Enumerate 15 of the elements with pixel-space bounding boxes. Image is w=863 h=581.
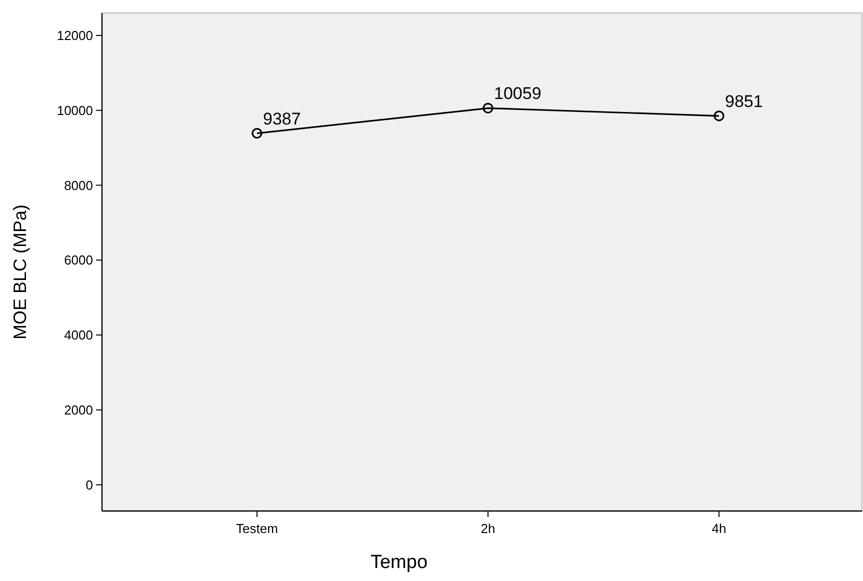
- y-tick-label: 12000: [56, 28, 93, 44]
- y-tick-label: 6000: [64, 252, 93, 268]
- y-tick-label: 2000: [64, 402, 93, 418]
- data-label: 10059: [494, 84, 542, 104]
- y-tick-label: 0: [86, 477, 93, 492]
- y-axis-title: MOE BLC (MPa): [10, 204, 30, 340]
- x-axis-title: Tempo: [370, 552, 428, 573]
- x-tick-label: 2h: [480, 521, 496, 536]
- y-tick-label: 4000: [64, 328, 93, 343]
- data-label: 9851: [725, 92, 763, 111]
- x-tick-label: Testem: [236, 521, 278, 536]
- y-tick-label: 8000: [64, 178, 93, 193]
- y-tick-label: 10000: [56, 102, 93, 118]
- x-tick-label: 4h: [712, 521, 726, 536]
- data-label: 9387: [263, 109, 301, 128]
